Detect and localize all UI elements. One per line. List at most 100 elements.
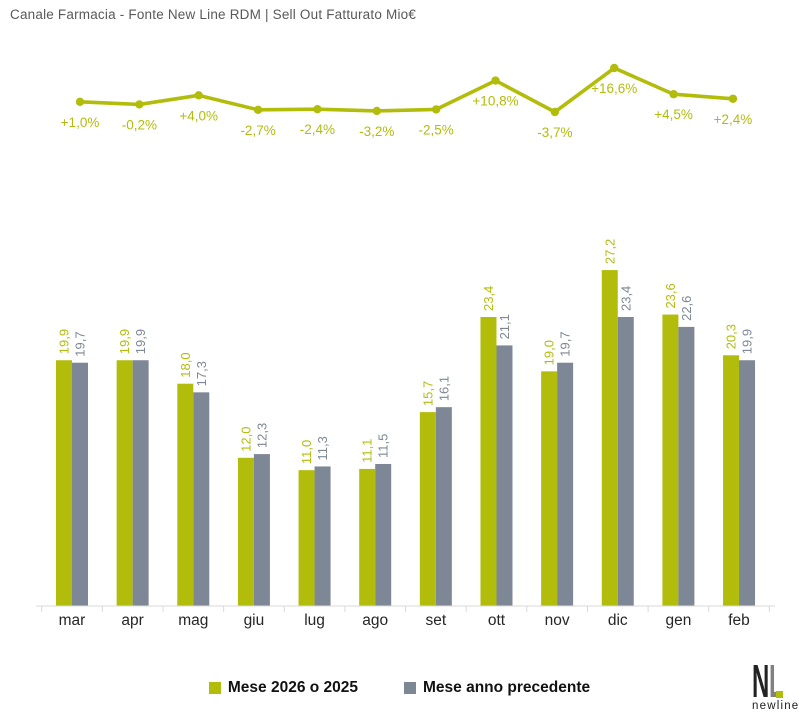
legend-swatch-current bbox=[208, 682, 221, 694]
month-label-mar: mar bbox=[59, 612, 86, 629]
month-label-nov: nov bbox=[545, 612, 570, 629]
delta-point-feb bbox=[728, 94, 738, 103]
bar-label-current-ott: 23,4 bbox=[481, 286, 496, 311]
bar-previous-set bbox=[435, 407, 452, 606]
bar-label-previous-lug: 11,3 bbox=[315, 436, 330, 460]
delta-label-mar: +1,0% bbox=[61, 115, 100, 130]
bar-label-current-nov: 19,0 bbox=[542, 340, 557, 365]
bar-previous-apr bbox=[132, 360, 149, 606]
bar-previous-mar bbox=[72, 362, 88, 606]
delta-label-set: -2,5% bbox=[419, 122, 454, 137]
month-label-ago: ago bbox=[362, 612, 388, 629]
delta-point-dic bbox=[610, 63, 619, 73]
bar-current-dic bbox=[601, 270, 618, 606]
bar-current-apr bbox=[116, 360, 133, 606]
delta-point-mar bbox=[75, 97, 85, 107]
month-label-apr: apr bbox=[121, 612, 143, 629]
month-label-ott: ott bbox=[488, 612, 506, 629]
month-label-lug: lug bbox=[304, 612, 325, 629]
bar-label-previous-ott: 21,1 bbox=[497, 314, 512, 339]
bar-current-mag bbox=[177, 383, 194, 606]
newline-logo: NL newline bbox=[752, 655, 799, 712]
logo-letter-n: N bbox=[752, 655, 769, 707]
delta-point-ott bbox=[491, 76, 500, 85]
delta-label-mag: +4,0% bbox=[179, 108, 218, 123]
bar-label-current-feb: 20,3 bbox=[724, 324, 739, 349]
bar-label-current-giu: 12,0 bbox=[238, 426, 253, 451]
bar-previous-gen bbox=[678, 326, 695, 606]
bar-previous-ott bbox=[496, 345, 513, 606]
month-label-feb: feb bbox=[728, 612, 750, 629]
logo-wordmark: newline bbox=[752, 700, 799, 712]
month-label-dic: dic bbox=[608, 612, 628, 629]
delta-label-dic: +16,6% bbox=[591, 81, 637, 96]
delta-label-feb: +2,4% bbox=[714, 112, 753, 127]
bar-label-current-mar: 19,9 bbox=[57, 329, 72, 354]
legend-swatch-previous bbox=[404, 682, 416, 694]
bar-label-current-apr: 19,9 bbox=[117, 329, 132, 354]
bar-label-previous-apr: 19,9 bbox=[133, 329, 148, 354]
chart-title: Canale Farmacia - Fonte New Line RDM | S… bbox=[10, 7, 417, 22]
delta-label-ott: +10,8% bbox=[472, 94, 518, 109]
bar-label-previous-gen: 22,6 bbox=[679, 296, 694, 321]
month-label-gen: gen bbox=[665, 612, 691, 629]
bar-previous-lug bbox=[314, 466, 331, 606]
bar-previous-nov bbox=[557, 362, 574, 606]
delta-label-giu: -2,7% bbox=[240, 123, 275, 138]
delta-point-set bbox=[431, 105, 441, 114]
bar-label-current-gen: 23,6 bbox=[663, 283, 678, 308]
bar-label-previous-dic: 23,4 bbox=[618, 286, 633, 311]
bar-label-previous-ago: 11,5 bbox=[376, 434, 391, 458]
delta-point-lug bbox=[313, 104, 322, 114]
delta-point-mag bbox=[194, 91, 203, 100]
bar-current-nov bbox=[541, 371, 558, 606]
delta-point-apr bbox=[135, 100, 144, 109]
bar-label-previous-feb: 19,9 bbox=[740, 329, 755, 354]
bar-label-current-dic: 27,2 bbox=[602, 239, 617, 264]
bar-previous-ago bbox=[375, 463, 392, 606]
bar-current-lug bbox=[298, 470, 315, 606]
bar-label-previous-nov: 19,7 bbox=[558, 331, 573, 356]
logo-letters: NL bbox=[752, 655, 799, 707]
bar-label-previous-giu: 12,3 bbox=[254, 423, 269, 448]
delta-label-ago: -3,2% bbox=[359, 124, 394, 139]
bar-previous-mag bbox=[193, 392, 210, 606]
bar-current-mar bbox=[56, 360, 72, 606]
delta-point-ago bbox=[372, 106, 381, 116]
bar-current-gen bbox=[662, 314, 679, 606]
bar-label-current-set: 15,7 bbox=[420, 381, 435, 406]
month-label-giu: giu bbox=[244, 612, 265, 629]
delta-label-gen: +4,5% bbox=[654, 107, 693, 122]
legend-item-previous: Mese anno precedente bbox=[404, 679, 590, 697]
bar-current-feb bbox=[723, 355, 740, 606]
logo-dot bbox=[776, 691, 783, 698]
delta-line bbox=[79, 66, 734, 114]
bar-previous-dic bbox=[617, 317, 634, 606]
bar-label-current-lug: 11,0 bbox=[299, 440, 314, 464]
bar-label-current-ago: 11,1 bbox=[360, 439, 375, 463]
delta-point-giu bbox=[253, 105, 263, 115]
legend-item-current: Mese 2026 o 2025 bbox=[208, 679, 358, 697]
month-label-set: set bbox=[425, 612, 446, 629]
legend-label-current: Mese 2026 o 2025 bbox=[227, 679, 358, 696]
bar-label-previous-mar: 19,7 bbox=[73, 331, 88, 356]
bar-label-current-mag: 18,0 bbox=[178, 352, 193, 377]
bar-previous-feb bbox=[739, 360, 756, 606]
chart-legend: Mese 2026 o 2025 Mese anno precedente bbox=[0, 679, 799, 697]
delta-point-nov bbox=[550, 107, 560, 117]
chart-svg: +1,0% -0,2% +4,0% -2,7% -2,4% -3,2% -2,5% +10,8… bbox=[36, 63, 775, 629]
bar-previous-giu bbox=[253, 454, 270, 606]
bar-current-ott bbox=[480, 317, 497, 606]
bar-current-giu bbox=[237, 457, 254, 606]
bar-label-previous-mag: 17,3 bbox=[194, 361, 209, 386]
legend-label-previous: Mese anno precedente bbox=[423, 679, 591, 696]
bar-label-previous-set: 16,1 bbox=[436, 376, 451, 401]
bar-current-ago bbox=[359, 468, 376, 606]
delta-label-lug: -2,4% bbox=[300, 122, 335, 137]
delta-point-gen bbox=[669, 90, 678, 99]
delta-label-nov: -3,7% bbox=[537, 125, 572, 140]
delta-label-apr: -0,2% bbox=[122, 117, 157, 132]
bar-current-set bbox=[419, 412, 436, 606]
month-label-mag: mag bbox=[178, 612, 208, 629]
